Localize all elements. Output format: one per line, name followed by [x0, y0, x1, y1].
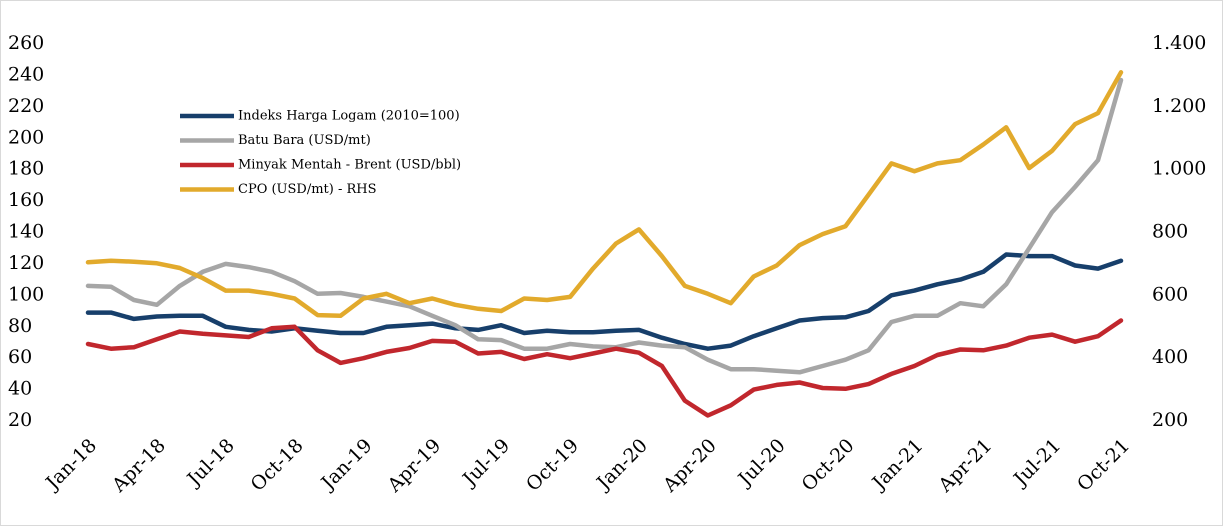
y-tick-label: 100 — [8, 283, 44, 305]
series-line — [85, 318, 1124, 418]
y2-tick-label: 1.000 — [1152, 158, 1206, 180]
y2-tick-label: 1.400 — [1152, 32, 1206, 54]
y-tick-label: 40 — [8, 378, 32, 400]
y2-tick-label: 1.200 — [1152, 95, 1206, 117]
y-tick-label: 60 — [8, 346, 32, 368]
y-tick-label: 200 — [8, 126, 44, 148]
legend-label: CPO (USD/mt) - RHS — [238, 182, 377, 197]
y-tick-label: 240 — [8, 63, 44, 85]
y-tick-label: 220 — [8, 95, 44, 117]
y2-tick-label: 200 — [1152, 409, 1188, 431]
legend-label: Indeks Harga Logam (2010=100) — [238, 109, 460, 124]
y2-tick-label: 800 — [1152, 221, 1188, 243]
y2-tick-label: 600 — [1152, 283, 1188, 305]
legend-label: Minyak Mentah - Brent (USD/bbl) — [238, 158, 461, 173]
y-tick-label: 120 — [8, 252, 44, 274]
y-tick-label: 140 — [8, 221, 44, 243]
y-tick-label: 20 — [8, 409, 32, 431]
y-tick-label: 80 — [8, 315, 32, 337]
legend-label: Batu Bara (USD/mt) — [238, 133, 371, 148]
series-line — [85, 70, 1124, 319]
y-tick-label: 160 — [8, 189, 44, 211]
y2-tick-label: 400 — [1152, 346, 1188, 368]
y-tick-label: 260 — [8, 32, 44, 54]
y-tick-label: 180 — [8, 158, 44, 180]
series-line — [85, 77, 1124, 375]
